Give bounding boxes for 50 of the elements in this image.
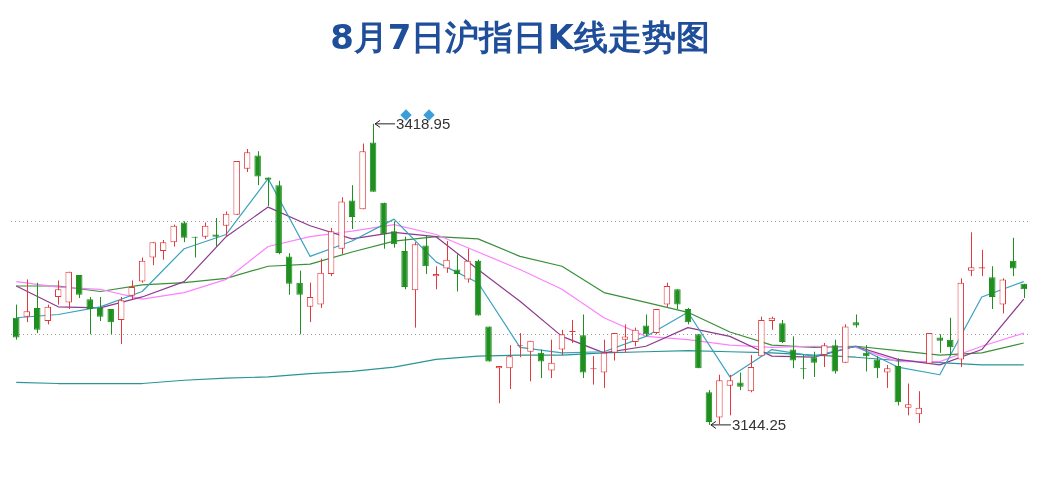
- candlestick: [23, 278, 30, 323]
- candlestick: [264, 177, 272, 207]
- candlestick: [821, 342, 828, 368]
- candlestick: [243, 148, 251, 173]
- candlestick: [170, 224, 177, 248]
- candlestick: [464, 248, 471, 284]
- candlestick: [1010, 237, 1017, 277]
- candlestick: [422, 235, 429, 275]
- candlestick: [999, 277, 1007, 314]
- candlestick: [54, 280, 62, 306]
- candlestick: [968, 231, 975, 277]
- candlestick: [989, 265, 996, 310]
- candlestick: [75, 274, 83, 299]
- candlestick: [548, 339, 555, 379]
- candlestick: [632, 327, 639, 347]
- candlestick: [506, 344, 513, 390]
- candlestick: [254, 150, 261, 186]
- candlestick: [621, 323, 629, 354]
- candlestick: [96, 296, 104, 322]
- candlestick: [159, 239, 167, 261]
- candlestick: [117, 296, 125, 345]
- candlestick: [611, 332, 618, 362]
- candlestick: [779, 319, 786, 344]
- candlestick: [936, 333, 944, 354]
- candlestick: [810, 351, 818, 378]
- candlestick: [527, 340, 534, 382]
- annotation: 3418.95: [396, 114, 451, 132]
- candlestick: [653, 308, 660, 335]
- candlestick: [663, 282, 671, 308]
- candlestick: [107, 308, 114, 335]
- candlestick: [12, 304, 20, 341]
- candlestick: [947, 317, 954, 357]
- candlestick: [884, 364, 891, 389]
- candlestick: [726, 374, 734, 416]
- chart-title: 8月7日沪指日K线走势图: [330, 17, 710, 58]
- candlestick: [600, 339, 608, 389]
- candlestick: [642, 313, 650, 337]
- candlestick: [873, 355, 881, 379]
- candlestick: [44, 304, 51, 325]
- candlestick: [212, 217, 219, 248]
- candlestick: [905, 383, 912, 416]
- candlestick: [296, 270, 303, 335]
- candlestick: [558, 329, 566, 356]
- candlestick: [86, 296, 93, 335]
- candlestick: [537, 349, 545, 379]
- annotation: 3144.25: [731, 416, 787, 434]
- candlestick: [443, 240, 450, 274]
- candlestick: [789, 335, 797, 369]
- candlestick: [306, 282, 314, 323]
- candlestick: [180, 220, 188, 243]
